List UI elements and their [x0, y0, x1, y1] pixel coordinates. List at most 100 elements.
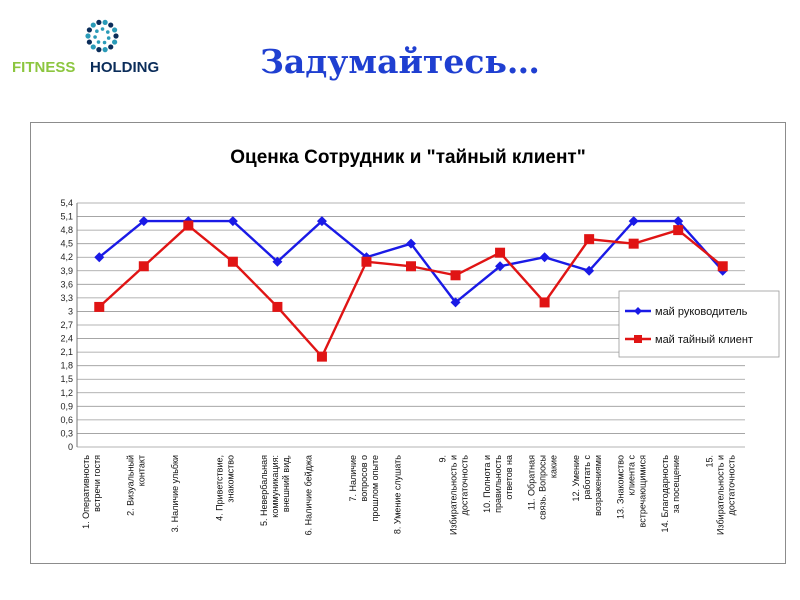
data-point-square [138, 261, 149, 272]
x-axis-ticks: 1. Оперативностьвстречи гостя 2. Визуальн… [81, 455, 736, 536]
logo-dot [102, 19, 108, 25]
x-tick-label: 12. Умениеработать свозражениями [571, 455, 603, 516]
data-point-square [361, 256, 372, 267]
x-tick-label: 3. Наличие ульбки [170, 455, 180, 532]
data-point-diamond [628, 216, 639, 227]
x-tick-label: 13. Знакомствоклиента свстречающимися [615, 455, 647, 528]
x-tick-label: 5. Невербальнаякоммуникация:внешний вид, [259, 455, 291, 526]
data-point-square [495, 247, 506, 258]
y-tick-label: 0,9 [60, 401, 73, 411]
y-tick-label: 3,3 [60, 293, 73, 303]
legend-marker [634, 307, 642, 315]
data-point-square [183, 220, 194, 231]
logo-dot [108, 44, 114, 50]
chart-frame: Оценка Сотрудник и "тайный клиент" 0 0,3 0… [30, 122, 786, 564]
logo-dot [95, 29, 99, 34]
logo-dot [112, 27, 118, 33]
y-tick-label: 2,1 [60, 347, 73, 357]
series-layer [94, 216, 728, 362]
data-point-square [227, 256, 238, 267]
x-tick-label: 15.Избирательность идостаточность [704, 455, 736, 535]
x-tick-label: 6. Наличие бейджа [304, 455, 314, 535]
logo-dot [113, 33, 119, 39]
x-tick-label: 11. Обратнаясвязь. Вопросыкакие [526, 455, 558, 520]
series-2 [94, 220, 728, 362]
logo-dot [102, 40, 107, 45]
line-chart: Оценка Сотрудник и "тайный клиент" 00,30… [60, 147, 780, 536]
slide-title: Задумайтесь… [260, 42, 540, 81]
data-point-square [406, 261, 416, 272]
data-point-diamond [272, 256, 283, 267]
y-tick-label: 5,4 [60, 198, 73, 208]
y-tick-label: 3,9 [60, 266, 73, 276]
logo-dot [105, 30, 110, 34]
fitnessholding-logo: FITNESS HOLDING [12, 19, 159, 76]
logo-dot [90, 22, 96, 28]
y-tick-label: 4,8 [60, 225, 73, 235]
data-point-diamond [584, 265, 595, 276]
data-point-square [450, 270, 461, 281]
y-tick-label: 1,8 [60, 361, 73, 371]
y-tick-label: 4,5 [60, 239, 73, 249]
y-tick-label: 3,6 [60, 279, 73, 289]
data-point-diamond [316, 216, 327, 227]
data-point-square [584, 234, 595, 245]
y-axis-ticks: 0 0,3 0,6 0,9 1,2 1,5 1,8 2,1 2,4 2,7 3 3,3 3,6 3,9 4,… [60, 198, 73, 452]
legend-box [618, 290, 780, 358]
y-tick-label: 1,2 [60, 388, 73, 398]
x-tick-label: 8. Умение слушать [393, 455, 403, 534]
data-point-square [316, 351, 327, 362]
data-point-diamond [495, 261, 506, 272]
legend: май руководитель май тайный клиент [618, 290, 780, 358]
data-point-diamond [673, 216, 684, 227]
y-tick-label: 3 [68, 306, 73, 316]
logo-dot [86, 39, 92, 45]
x-tick-label: 14. Благодарностьза посещение [660, 455, 681, 533]
logo-text-fitness: FITNESS [12, 59, 75, 76]
logo-dot [96, 47, 102, 53]
data-point-square [717, 261, 728, 272]
y-tick-label: 0,3 [60, 428, 73, 438]
x-tick-label: 7. Наличиевопросов опрошлом опыте [348, 455, 380, 522]
logo-dot [86, 27, 92, 33]
y-tick-label: 0 [68, 442, 73, 452]
logo-dot [85, 33, 91, 39]
x-tick-label: 10. Полнота иправильностьответов на [482, 455, 514, 513]
logo-dot [112, 39, 118, 45]
logo-dot [106, 36, 111, 40]
y-tick-label: 1,5 [60, 374, 73, 384]
data-point-square [673, 225, 684, 236]
logo-text-holding: HOLDING [90, 59, 159, 76]
data-point-diamond [406, 238, 416, 249]
data-point-square [539, 297, 550, 308]
data-point-diamond [450, 297, 461, 308]
data-point-diamond [227, 216, 238, 227]
logo-dot [102, 47, 108, 53]
logo-dot [96, 19, 102, 25]
legend-label: май руководитель [655, 306, 748, 318]
data-point-diamond [138, 216, 149, 227]
y-tick-label: 2,7 [60, 320, 73, 330]
series-1 [94, 216, 728, 308]
y-tick-label: 0,6 [60, 415, 73, 425]
legend-label: май тайный клиент [655, 334, 753, 346]
logo-dot [96, 40, 101, 44]
y-tick-label: 2,4 [60, 334, 73, 344]
logo-dot [100, 27, 105, 31]
x-tick-label: 9.Избирательность идостаточность [437, 455, 469, 535]
dotted-circle-logo-icon [85, 19, 119, 53]
x-tick-label: 1. Оперативностьвстречи гостя [81, 455, 102, 529]
data-point-diamond [539, 252, 550, 263]
x-tick-label: 4. Приветствие,знакомство [215, 455, 236, 521]
data-point-diamond [94, 252, 105, 263]
data-point-square [272, 301, 283, 312]
legend-marker [634, 335, 642, 343]
data-point-square [628, 238, 639, 249]
y-tick-label: 5,1 [60, 212, 73, 222]
chart-title: Оценка Сотрудник и "тайный клиент" [230, 147, 586, 168]
logo-dot [108, 22, 114, 28]
x-tick-label: 2. Визуальныйконтакт [126, 455, 147, 516]
data-point-square [94, 301, 105, 312]
logo-dot [93, 35, 97, 39]
y-tick-label: 4,2 [60, 252, 73, 262]
